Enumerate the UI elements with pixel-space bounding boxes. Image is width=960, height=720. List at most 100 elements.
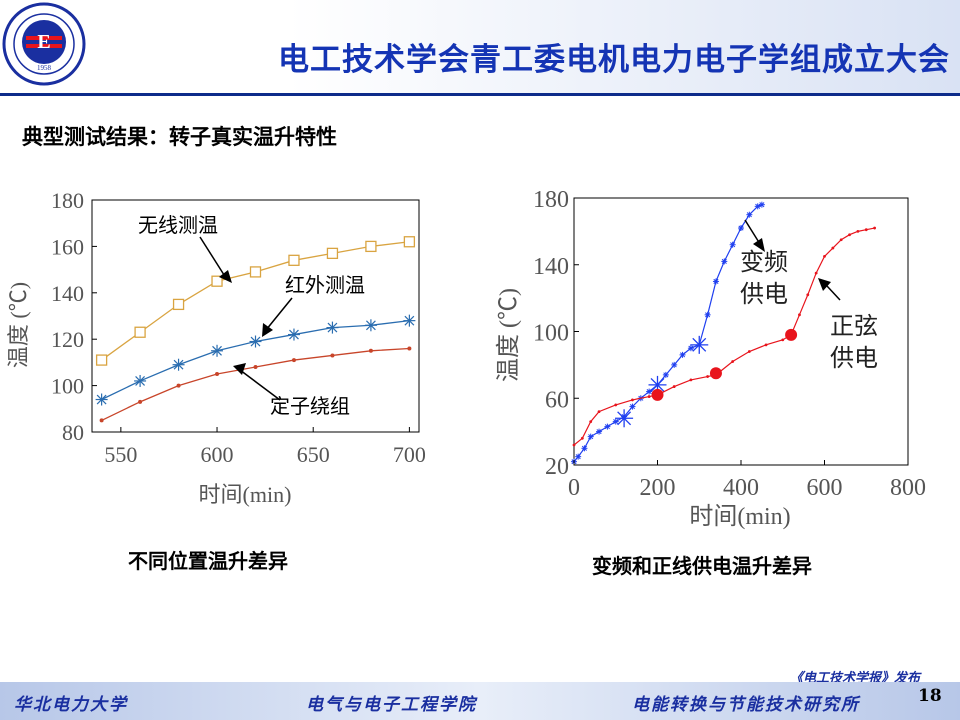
data-point — [172, 358, 185, 371]
data-point — [781, 338, 785, 342]
data-point — [798, 313, 801, 317]
y-tick-label: 20 — [545, 454, 569, 480]
data-point — [746, 211, 753, 218]
x-axis-label: 时间(min) — [199, 482, 292, 507]
data-point-stroke — [746, 212, 752, 218]
data-point — [612, 418, 619, 425]
data-point-stroke — [663, 372, 669, 378]
data-point-stroke — [671, 362, 677, 368]
y-tick-label: 180 — [533, 187, 569, 213]
label-line: 供电 — [830, 345, 878, 372]
data-point-stroke — [721, 258, 727, 264]
data-point — [729, 241, 736, 248]
header-rule — [0, 93, 960, 96]
data-point-stroke — [588, 434, 594, 440]
highlight-stroke — [617, 411, 632, 426]
data-point — [95, 354, 108, 366]
arrow-sine — [826, 285, 841, 301]
svg-text:E: E — [37, 31, 50, 53]
plot-frame — [573, 197, 909, 466]
data-point — [138, 399, 143, 404]
data-point — [629, 403, 636, 410]
data-point — [580, 436, 584, 440]
footer-bar: 华北电力大学 电气与电子工程学院 电能转换与节能技术研究所 — [0, 682, 960, 720]
data-point-stroke — [688, 345, 694, 351]
data-point — [687, 345, 694, 352]
data-point — [689, 378, 693, 382]
data-point — [662, 371, 669, 378]
data-point-stroke — [173, 359, 184, 370]
x-tick-label: 800 — [890, 475, 926, 501]
arrow-stator — [239, 369, 281, 401]
data-point-stroke — [135, 376, 146, 386]
y-tick-label: 160 — [51, 234, 84, 259]
data-point-stroke — [250, 336, 261, 347]
data-point — [873, 226, 876, 230]
data-point — [712, 278, 719, 285]
data-point-stroke — [730, 242, 736, 248]
data-point — [738, 225, 744, 232]
data-point-stroke — [705, 312, 711, 318]
data-point — [134, 374, 147, 387]
y-tick-label: 120 — [51, 327, 84, 352]
data-point-stroke — [575, 454, 581, 460]
y-tick-label: 100 — [51, 374, 84, 399]
data-point — [679, 351, 686, 358]
data-point — [287, 328, 300, 341]
page-title: 电工技术学会青工委电机电力电子学组成立大会 — [278, 42, 950, 78]
data-point-stroke — [759, 202, 765, 208]
data-point — [172, 298, 185, 311]
data-point — [631, 398, 634, 402]
data-point-stroke — [646, 389, 652, 395]
data-point-stroke — [581, 445, 587, 451]
label-vfd-line1: 变频供电 — [740, 249, 788, 308]
highlight-stroke — [650, 377, 665, 392]
data-point — [403, 236, 416, 248]
data-point — [330, 353, 335, 358]
data-point — [856, 229, 860, 233]
chart-supply-temperature: 20 60 100 140 180 0 200 400 600 800 时间(min) 温度 (℃… — [495, 187, 926, 530]
plot-frame — [91, 199, 420, 433]
data-point — [806, 293, 810, 297]
data-point — [604, 423, 611, 430]
data-point — [581, 445, 588, 452]
data-point — [134, 326, 146, 338]
data-point — [176, 383, 181, 388]
data-point-stroke — [613, 419, 619, 425]
data-point — [671, 361, 678, 368]
data-point — [215, 372, 220, 376]
data-point — [831, 246, 835, 250]
data-point — [364, 319, 377, 332]
data-point — [614, 403, 618, 407]
x-tick-label: 600 — [807, 475, 843, 501]
svg-text:1958: 1958 — [37, 64, 52, 72]
data-point — [848, 233, 851, 237]
data-point-stroke — [327, 322, 338, 333]
data-point — [758, 201, 765, 208]
data-point — [575, 453, 582, 460]
data-point-stroke — [596, 429, 602, 435]
data-point-stroke — [679, 352, 686, 358]
section-heading: 典型测试结果：转子真实温升特性 — [22, 124, 337, 149]
highlight-point — [709, 367, 722, 380]
y-tick-label: 100 — [533, 321, 569, 347]
data-point — [721, 258, 728, 265]
data-point — [326, 247, 339, 260]
data-point — [589, 420, 593, 424]
data-point — [572, 443, 576, 447]
data-point — [646, 388, 653, 395]
data-point — [249, 335, 262, 348]
y-axis-label: 温度 (℃) — [495, 288, 522, 382]
data-point — [597, 410, 601, 413]
caption-left: 不同位置温升差异 — [128, 549, 288, 573]
data-point-stroke — [629, 404, 636, 410]
x-axis-label: 时间(min) — [689, 503, 790, 530]
data-point — [596, 428, 603, 435]
highlight-point — [785, 328, 798, 341]
data-point-stroke — [713, 278, 719, 284]
data-point-stroke — [604, 424, 610, 430]
x-tick-label: 0 — [568, 475, 580, 501]
data-point — [647, 395, 651, 398]
data-point-stroke — [212, 345, 222, 356]
data-point — [823, 255, 826, 258]
